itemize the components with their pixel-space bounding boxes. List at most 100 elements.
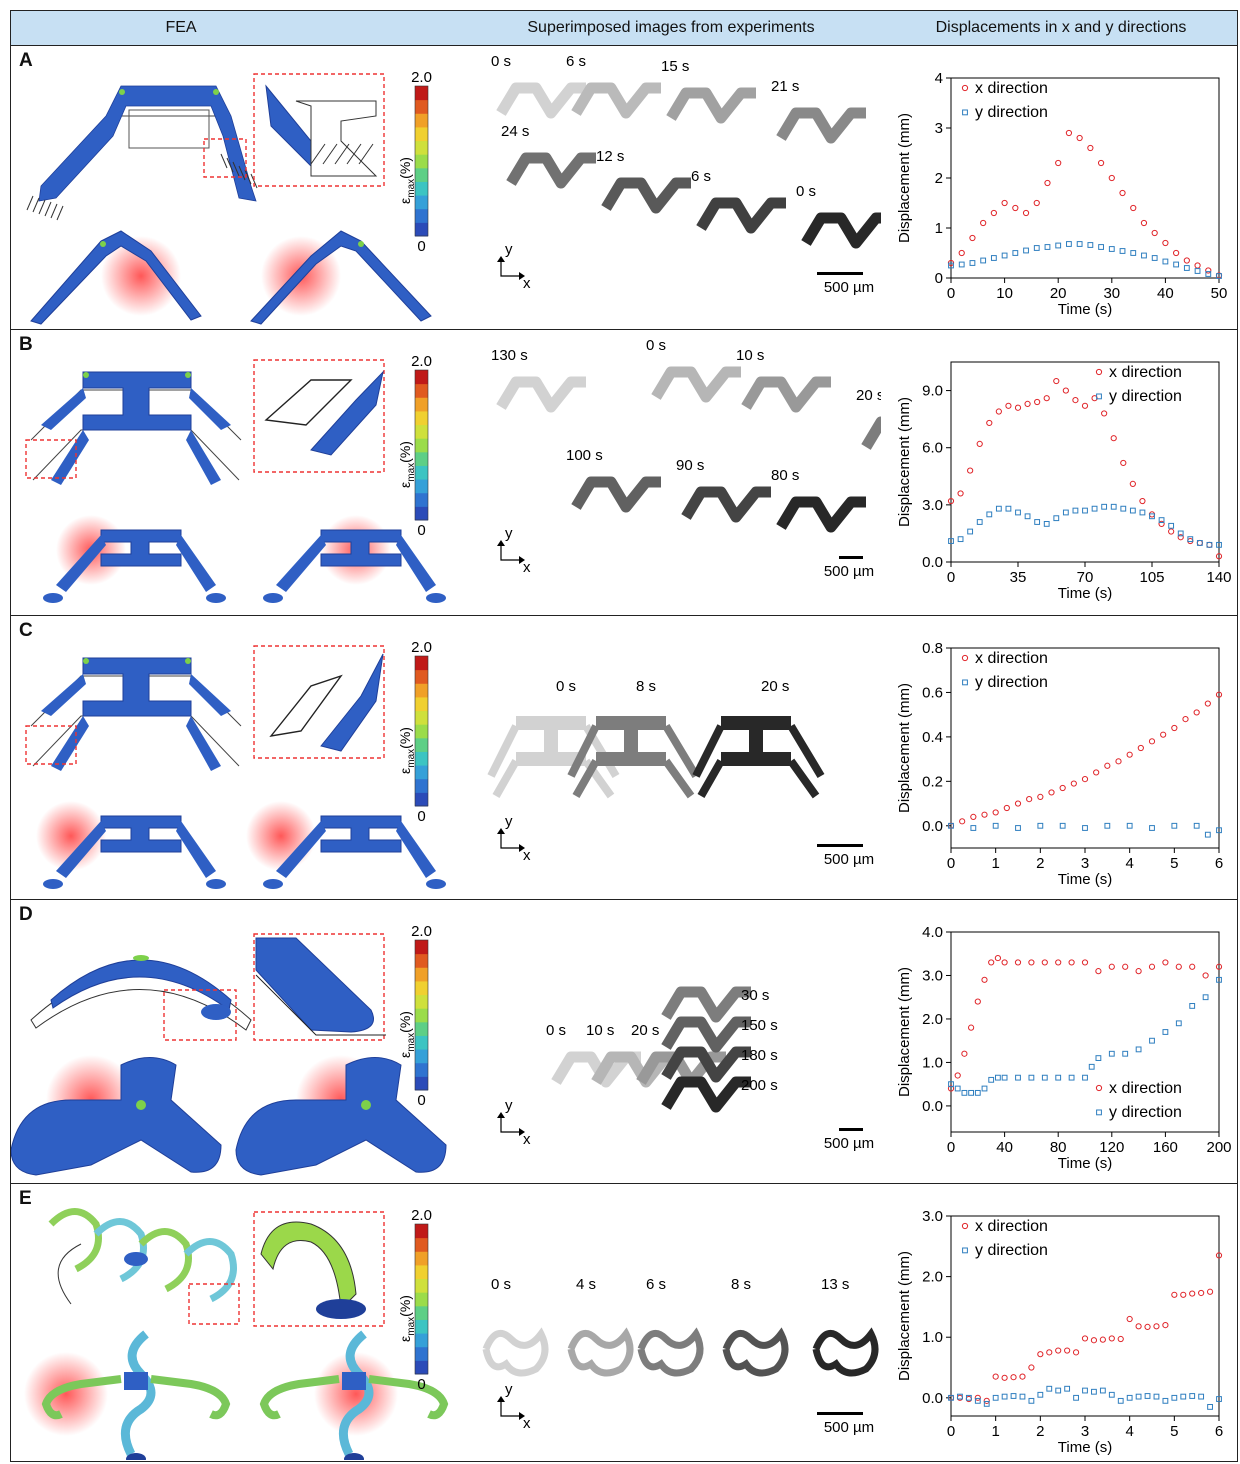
legend-label-x: x direction bbox=[975, 80, 1048, 97]
robot-shape bbox=[601, 177, 691, 214]
y-tick-label: 1.0 bbox=[922, 1054, 943, 1071]
series-x-direction bbox=[947, 691, 1223, 829]
data-point bbox=[990, 209, 997, 217]
data-point bbox=[958, 249, 965, 257]
legend-marker-x bbox=[1095, 1084, 1103, 1092]
data-point bbox=[1189, 1003, 1196, 1009]
arrow-right-icon bbox=[519, 272, 525, 280]
experiment-images bbox=[482, 1327, 879, 1377]
data-point bbox=[1189, 1290, 1196, 1297]
fea-leg bbox=[238, 165, 246, 181]
data-point bbox=[1202, 972, 1209, 979]
time-label: 180 s bbox=[741, 1047, 778, 1064]
data-point bbox=[1014, 404, 1022, 411]
heat-spot bbox=[36, 801, 106, 871]
data-point bbox=[948, 538, 954, 544]
fea-leg bbox=[396, 535, 436, 592]
data-point bbox=[1117, 1335, 1124, 1343]
legend-label-x: x direction bbox=[975, 1218, 1048, 1235]
data-point bbox=[995, 505, 1002, 512]
data-point bbox=[1175, 963, 1182, 970]
data-point bbox=[968, 1024, 975, 1031]
y-tick-label: 0.0 bbox=[922, 818, 943, 835]
robot-shape bbox=[636, 1051, 726, 1088]
x-tick-label: 5 bbox=[1170, 1423, 1178, 1440]
colorbar-segment bbox=[415, 1333, 428, 1348]
fea-leg bbox=[41, 674, 86, 716]
y-tick-label: 0.6 bbox=[922, 684, 943, 701]
strain-hotspot bbox=[119, 89, 125, 95]
data-point bbox=[1053, 515, 1060, 522]
data-point bbox=[981, 976, 988, 983]
colorbar-label: εmax(%) bbox=[397, 157, 417, 204]
data-point bbox=[995, 1074, 1001, 1081]
data-point bbox=[957, 490, 964, 497]
data-point bbox=[1206, 541, 1213, 548]
data-point bbox=[948, 822, 954, 829]
fea-leg bbox=[41, 388, 86, 430]
data-point bbox=[974, 1394, 981, 1401]
arrow-up-icon bbox=[497, 828, 505, 834]
robot-silhouette bbox=[812, 1327, 879, 1377]
data-point bbox=[1043, 395, 1050, 402]
series-x-direction bbox=[947, 1252, 1223, 1404]
colorbar-segment bbox=[415, 154, 428, 169]
experiment-panel: 0 s 6 s 15 s 21 s 24 s 12 s 6 s 0 s yx 500 µm bbox=[491, 53, 881, 296]
data-point bbox=[970, 813, 977, 820]
fea-leg bbox=[276, 821, 326, 878]
heat-spot bbox=[24, 1352, 108, 1436]
time-label: 21 s bbox=[771, 78, 799, 95]
axis-label-y: y bbox=[505, 241, 513, 258]
data-point bbox=[1151, 229, 1158, 237]
colorbar-segment bbox=[415, 683, 428, 698]
data-point bbox=[1044, 179, 1051, 187]
data-point bbox=[1097, 159, 1105, 167]
data-point bbox=[1108, 1335, 1115, 1342]
colorbar-segment bbox=[415, 181, 428, 196]
data-point bbox=[1137, 744, 1144, 752]
legend-marker-x bbox=[1095, 368, 1103, 376]
time-label: 80 s bbox=[771, 467, 799, 484]
robot-shape bbox=[681, 486, 771, 523]
robot-shape bbox=[516, 752, 586, 766]
data-point bbox=[1108, 963, 1115, 970]
fea-leg bbox=[56, 535, 106, 592]
colorbar-segment bbox=[415, 1319, 428, 1334]
colorbar-frame bbox=[414, 1223, 429, 1375]
robot-silhouette bbox=[681, 486, 771, 523]
colorbar-label-sub: max bbox=[406, 749, 417, 768]
robot-shape bbox=[624, 730, 638, 752]
colorbar-segment bbox=[415, 479, 428, 494]
fea-coil bbox=[93, 1218, 147, 1283]
data-point bbox=[1215, 1252, 1223, 1259]
data-point bbox=[1135, 1046, 1142, 1053]
time-label: 6 s bbox=[566, 53, 586, 70]
zoom-box bbox=[203, 138, 247, 178]
robot-shape bbox=[661, 1076, 751, 1113]
data-point bbox=[1215, 691, 1223, 698]
colorbar-segment bbox=[415, 438, 428, 453]
robot-silhouette bbox=[776, 107, 866, 144]
time-label: 130 s bbox=[491, 347, 528, 364]
x-tick-label: 2 bbox=[1036, 855, 1044, 872]
data-point bbox=[1119, 189, 1126, 197]
x-axis-title: Time (s) bbox=[1058, 1439, 1112, 1456]
arrow-right-icon bbox=[519, 844, 525, 852]
data-point bbox=[1135, 968, 1142, 975]
data-point bbox=[1122, 1050, 1129, 1057]
plot-axes: 0 1 2 3 4 5 6 0.0 0.2 0.4 0.6 0.8 Time (s) Displaceme… bbox=[896, 640, 1223, 888]
strain-hotspot bbox=[83, 372, 89, 378]
colorbar-segment bbox=[415, 167, 428, 182]
data-point bbox=[1024, 513, 1031, 520]
zoom-box bbox=[163, 989, 237, 1041]
time-label: 24 s bbox=[501, 123, 529, 140]
data-point bbox=[1028, 1364, 1035, 1371]
data-point bbox=[1216, 541, 1222, 548]
data-point bbox=[948, 262, 954, 269]
strain-hotspot bbox=[136, 1100, 146, 1110]
data-point bbox=[1066, 241, 1072, 247]
data-point bbox=[1173, 249, 1180, 257]
time-label: 10 s bbox=[586, 1022, 614, 1039]
scale-bar bbox=[817, 1412, 863, 1415]
legend-marker-x bbox=[961, 654, 969, 662]
